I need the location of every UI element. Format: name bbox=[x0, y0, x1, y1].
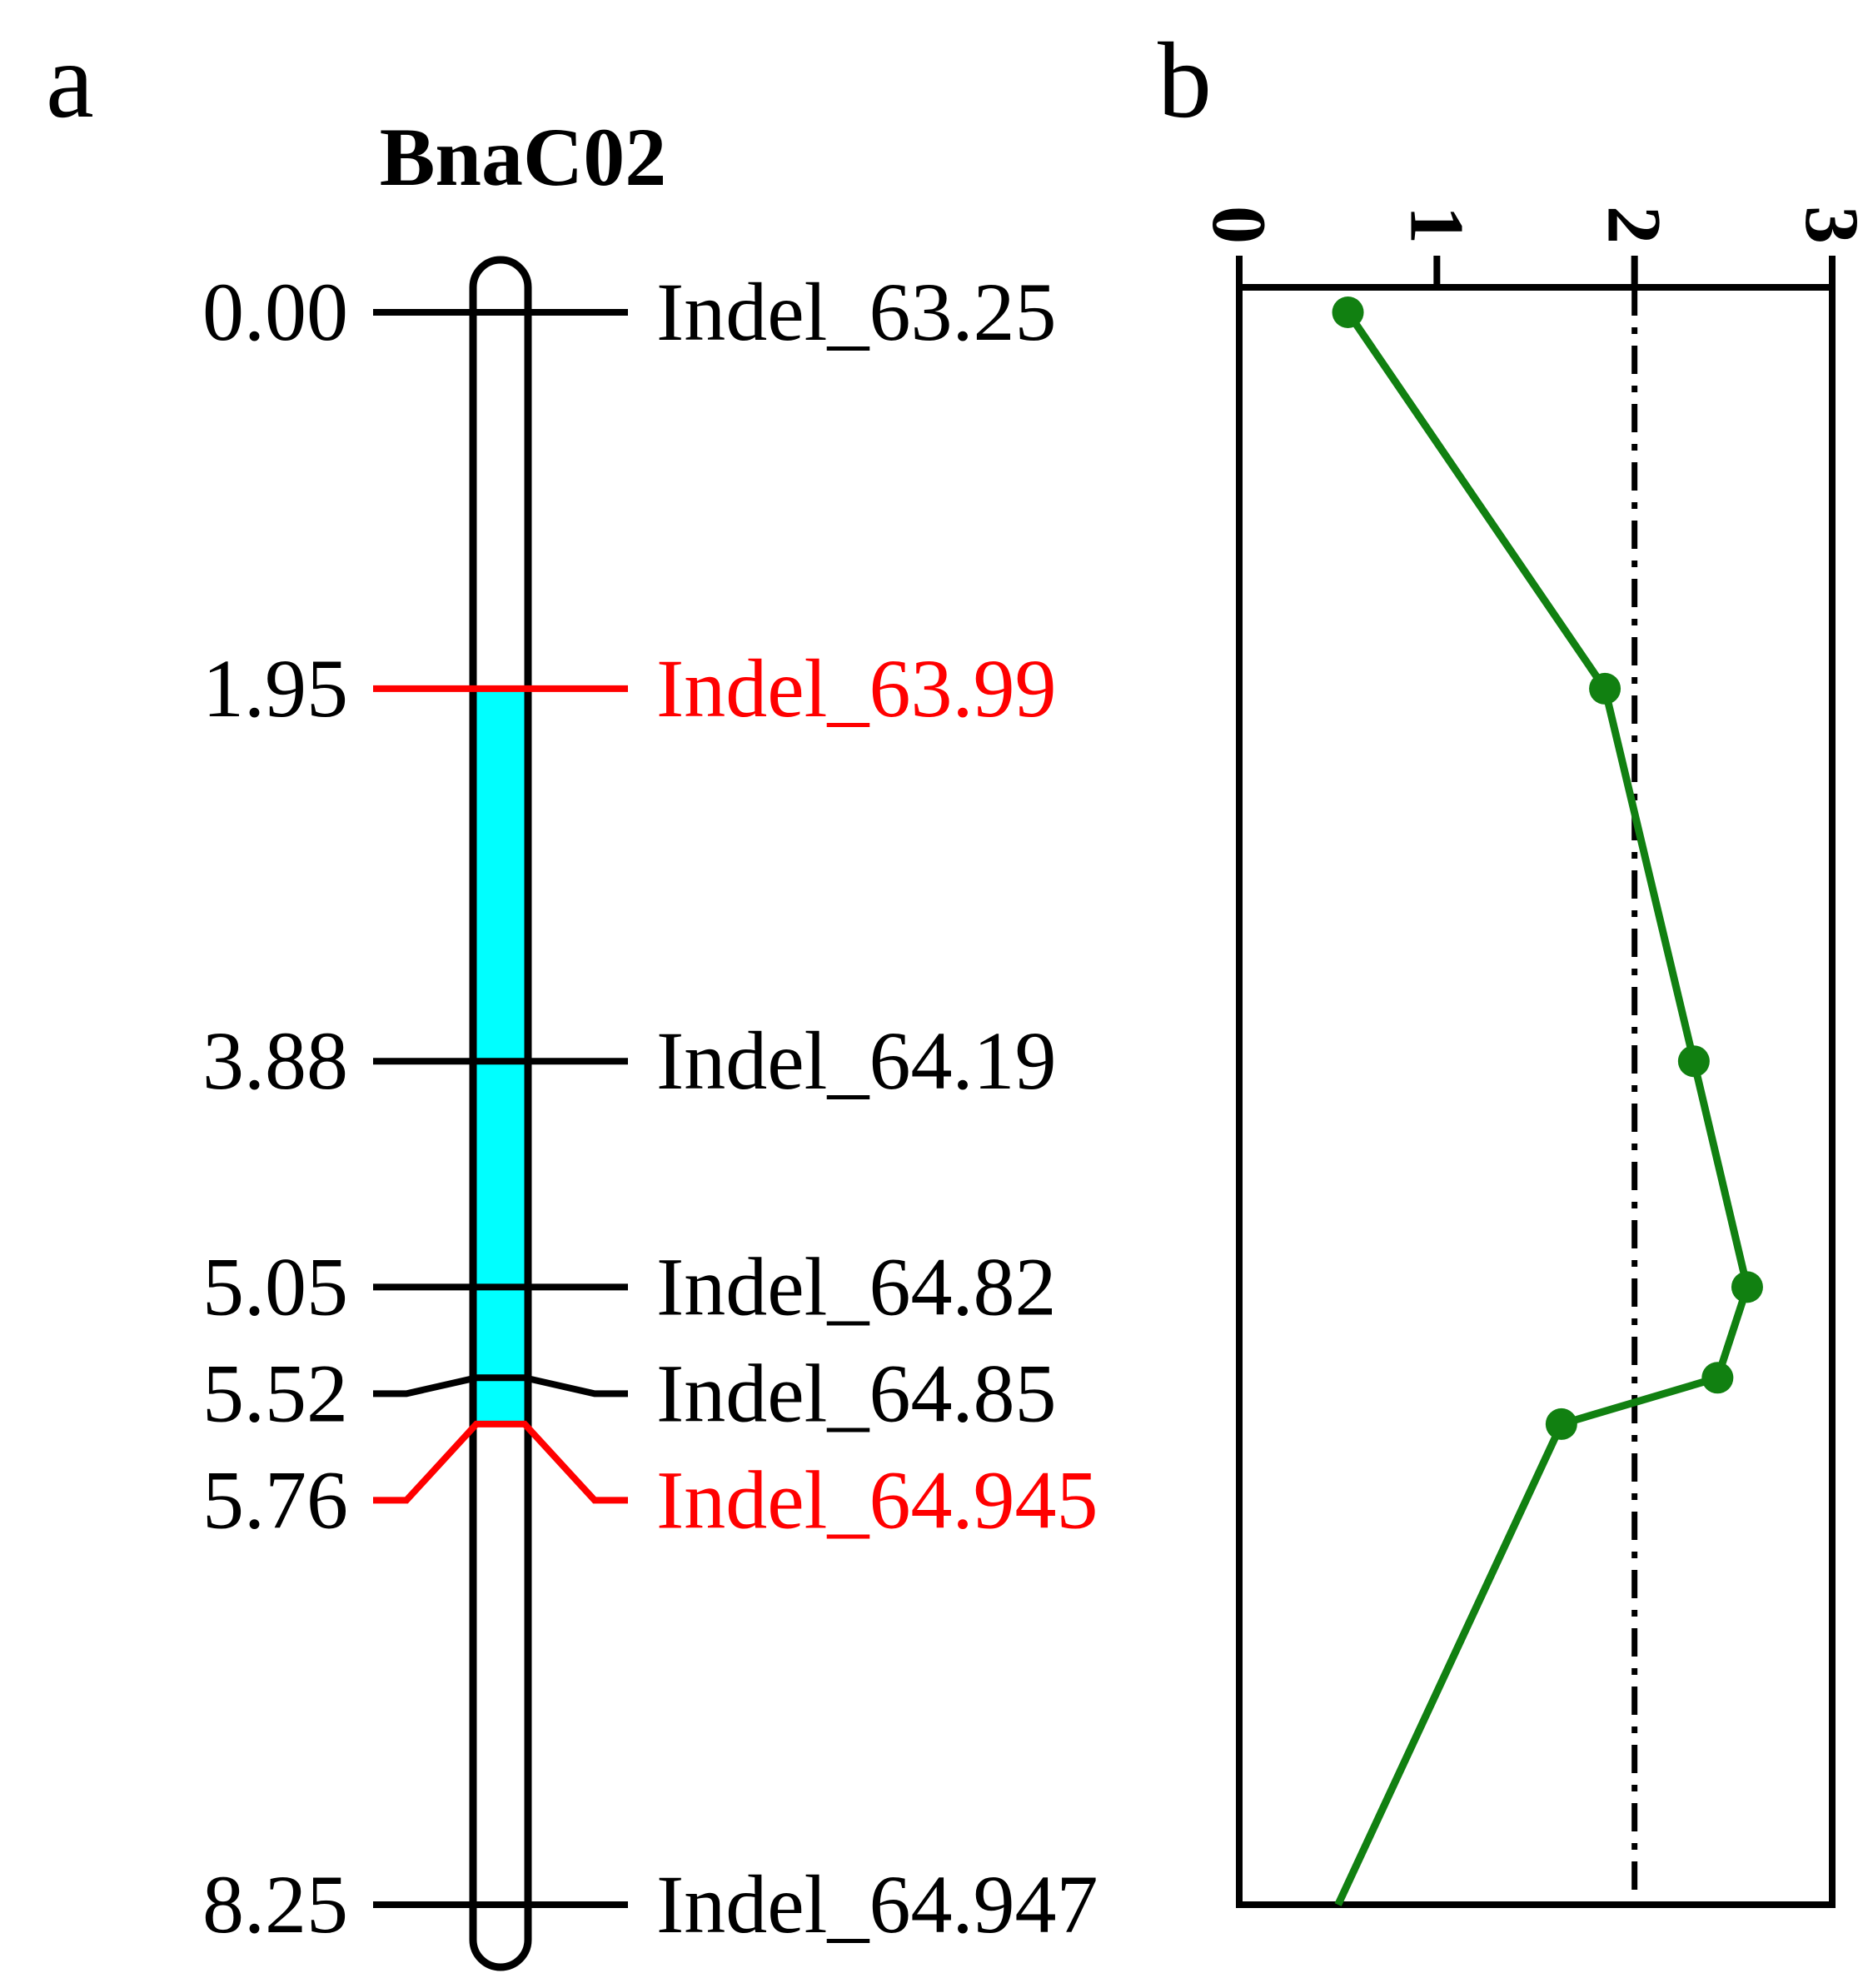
marker-name-label: Indel_64.85 bbox=[656, 1347, 1056, 1439]
axis-tick-label: 0 bbox=[1197, 206, 1282, 244]
marker-tick bbox=[373, 1420, 628, 1504]
marker-name-label: Indel_64.82 bbox=[656, 1240, 1056, 1333]
marker-row: 0.00 Indel_63.25 bbox=[202, 266, 1056, 358]
marker-position-label: 3.88 bbox=[202, 1014, 348, 1107]
lod-point bbox=[1677, 1045, 1710, 1078]
marker-position-label: 0.00 bbox=[202, 266, 348, 358]
plot-frame bbox=[1236, 284, 1836, 1908]
marker-name-label: Indel_63.25 bbox=[656, 266, 1056, 358]
marker-row: 5.52 Indel_64.85 bbox=[202, 1347, 1056, 1439]
linkage-map-panel: BnaC02 0.00 Indel_63.25 1.95 Indel_63.99 3.8… bbox=[202, 111, 1098, 1971]
marker-position-label: 8.25 bbox=[202, 1858, 348, 1951]
marker-row: 3.88 Indel_64.19 bbox=[202, 1014, 1056, 1107]
chromosome-bar bbox=[469, 256, 532, 1971]
panel-label-b: b bbox=[1158, 21, 1212, 141]
axis-tick-label: 3 bbox=[1790, 206, 1868, 244]
marker-position-label: 5.76 bbox=[202, 1453, 348, 1546]
lod-point bbox=[1589, 672, 1621, 705]
panel-label-a: a bbox=[46, 21, 94, 141]
lod-series-line bbox=[1334, 310, 1751, 1906]
lod-axis: 0 1 2 3 bbox=[1197, 206, 1868, 287]
marker-position-label: 5.05 bbox=[202, 1240, 348, 1333]
marker-name-label: Indel_64.945 bbox=[656, 1453, 1098, 1546]
lod-points bbox=[1332, 296, 1763, 1440]
chromosome-title: BnaC02 bbox=[380, 111, 667, 203]
lod-point bbox=[1701, 1362, 1734, 1394]
marker-row: 1.95 Indel_63.99 bbox=[202, 642, 1056, 735]
marker-position-label: 1.95 bbox=[202, 642, 348, 735]
marker-row: 5.76 Indel_64.945 bbox=[202, 1420, 1098, 1546]
lod-point bbox=[1731, 1271, 1763, 1303]
marker-row: 5.05 Indel_64.82 bbox=[202, 1240, 1056, 1333]
marker-row: 8.25 Indel_64.947 bbox=[202, 1858, 1098, 1951]
marker-name-label: Indel_64.19 bbox=[656, 1014, 1056, 1107]
marker-name-label: Indel_64.947 bbox=[656, 1858, 1098, 1951]
lod-point bbox=[1545, 1408, 1577, 1440]
qtl-interval bbox=[476, 688, 525, 1424]
marker-position-label: 5.52 bbox=[202, 1347, 348, 1439]
axis-tick-label: 1 bbox=[1394, 206, 1479, 244]
lod-profile-panel: 0 1 2 3 bbox=[1197, 206, 1868, 1908]
marker-name-label: Indel_63.99 bbox=[656, 642, 1056, 735]
axis-tick-label: 2 bbox=[1592, 206, 1677, 244]
marker-rows: 0.00 Indel_63.25 1.95 Indel_63.99 3.88 Indel_… bbox=[202, 266, 1098, 1951]
marker-tick bbox=[373, 1374, 628, 1398]
lod-point bbox=[1332, 296, 1364, 328]
